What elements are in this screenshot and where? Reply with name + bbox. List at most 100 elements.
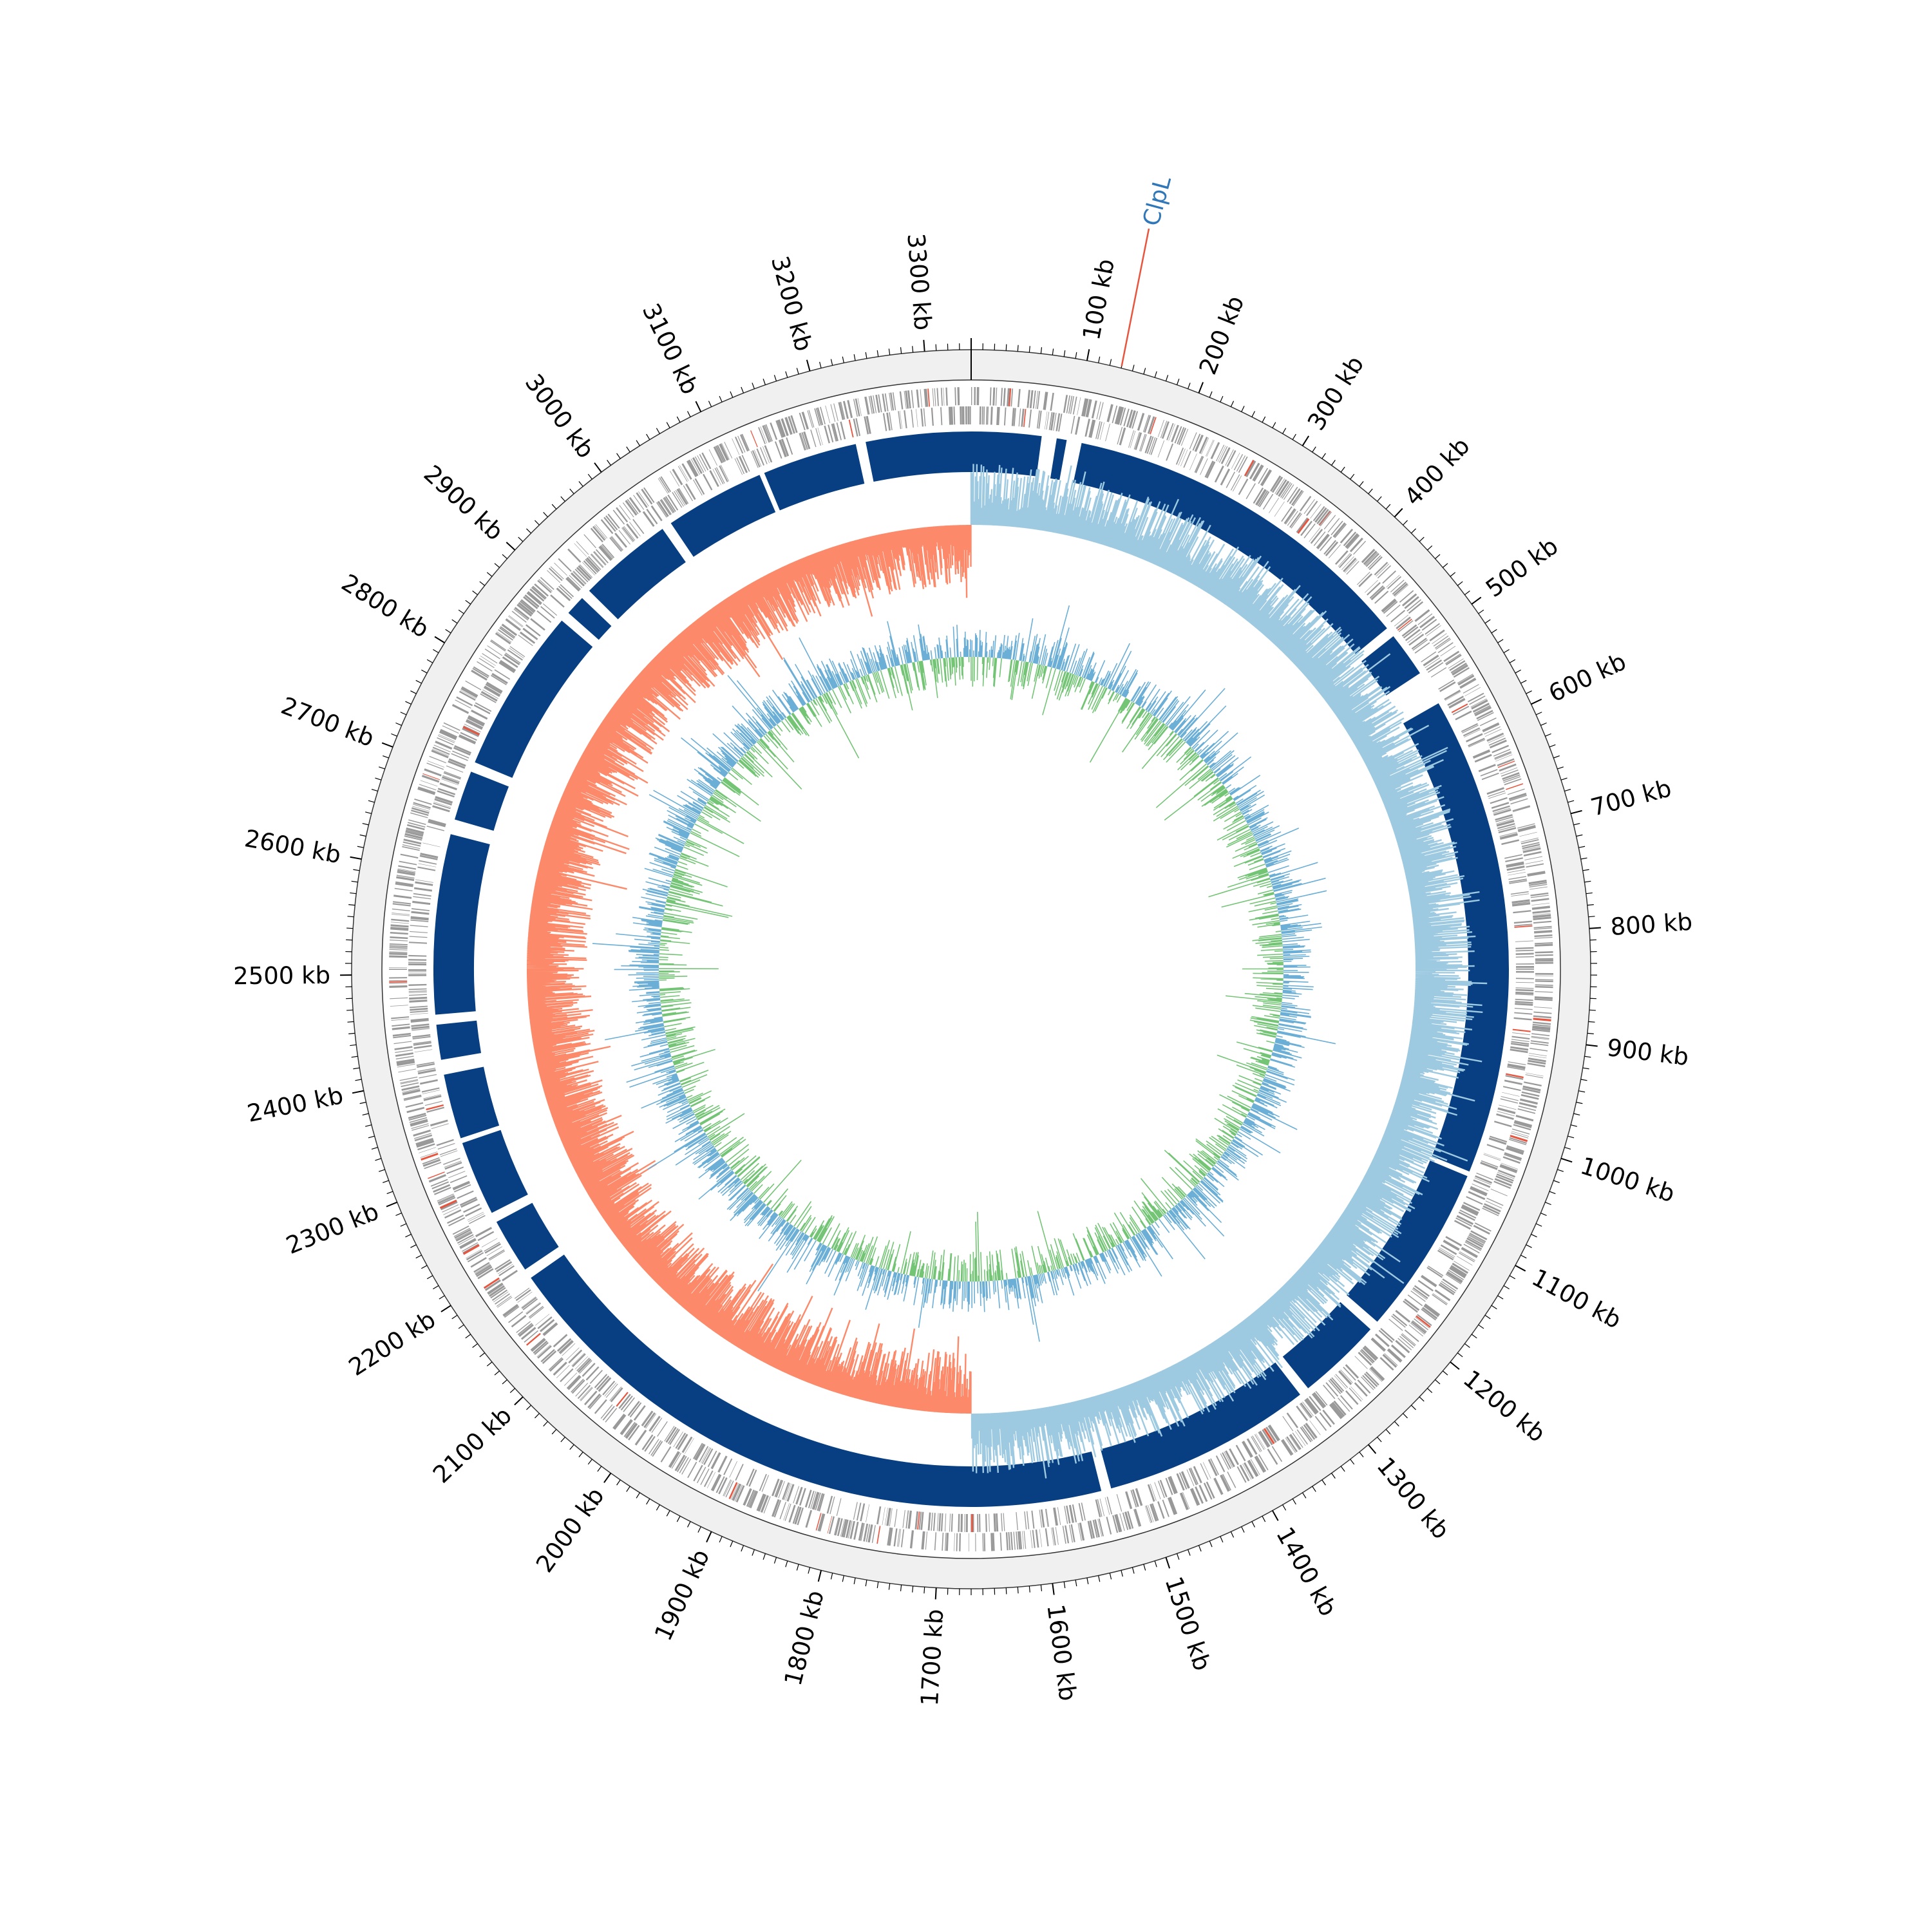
minor-tick [785,1560,788,1567]
minor-tick [719,1536,723,1543]
major-tick [806,359,811,372]
minor-tick [355,1079,362,1081]
major-tick [603,1472,612,1483]
minor-tick [697,1526,701,1533]
minor-tick [616,453,621,459]
collinear-block [475,620,593,778]
minor-tick [865,352,867,359]
minor-tick [371,789,378,792]
minor-tick [1435,554,1441,560]
minor-tick [687,411,691,417]
minor-tick [1086,1577,1089,1584]
minor-tick [405,701,412,705]
minor-tick [569,1444,574,1450]
minor-tick [486,572,493,577]
minor-tick [543,1421,548,1426]
minor-tick [1531,1234,1537,1238]
minor-tick [656,428,660,434]
minor-tick [1588,1021,1595,1023]
tick-label: 2900 kb [419,460,509,546]
minor-tick [395,722,402,726]
tick-label: 1200 kb [1458,1365,1551,1448]
minor-tick [1230,1531,1235,1538]
collinear-block [1361,636,1420,696]
minor-tick [405,1234,412,1238]
minor-tick [383,1180,389,1184]
minor-tick [842,1575,844,1582]
minor-tick [785,371,788,378]
minor-tick [509,1388,515,1394]
minor-tick [1403,1413,1408,1419]
minor-tick [362,822,369,826]
minor-tick [1028,346,1030,353]
minor-tick [1578,846,1586,848]
minor-tick [1282,1504,1287,1511]
minor-tick [646,1499,650,1505]
collinear-block [866,431,971,482]
minor-tick [391,733,397,737]
minor-tick [1075,352,1077,359]
minor-tick [1578,1090,1586,1093]
minor-tick [1377,496,1382,502]
collinear-block [462,1130,528,1213]
minor-tick [1188,383,1191,390]
minor-tick [1411,1405,1416,1410]
tick-label: 2400 kb [245,1081,345,1128]
collinear-block [1282,1302,1371,1388]
minor-tick [1464,1343,1470,1348]
minor-tick [1497,1295,1504,1300]
major-tick [594,462,602,473]
tick-label: 800 kb [1609,908,1693,941]
tick-label: 1600 kb [1041,1603,1081,1703]
minor-tick [1553,755,1560,759]
minor-tick [1165,375,1169,381]
minor-tick [410,690,417,694]
minor-tick [1005,344,1007,351]
minor-tick [1576,834,1583,837]
minor-tick [535,520,540,526]
minor-tick [1052,348,1054,355]
minor-tick [502,1379,507,1385]
minor-tick [347,1021,354,1023]
minor-tick [1584,880,1591,883]
major-tick [1450,1361,1460,1370]
major-tick [695,401,702,412]
major-tick [923,339,925,352]
tick-label: 1100 kb [1528,1264,1626,1334]
minor-tick [1549,744,1556,748]
minor-tick [1143,368,1146,375]
minor-tick [1251,411,1255,417]
minor-tick [719,395,723,402]
collinear-block-track [433,431,1509,1507]
major-tick [506,542,516,551]
tick-label: 2200 kb [344,1305,440,1381]
minor-tick [1385,504,1391,509]
minor-tick [1587,1032,1594,1034]
minor-tick [1509,659,1516,663]
minor-tick [1098,356,1101,363]
minor-tick [439,1295,445,1300]
major-tick [514,1396,524,1406]
minor-tick [1350,473,1355,480]
minor-tick [1241,406,1245,412]
minor-tick [433,649,439,654]
minor-tick [796,368,799,375]
minor-tick [1282,428,1287,434]
major-tick [706,1531,712,1543]
minor-tick [1209,391,1213,398]
minor-tick [1331,460,1336,466]
collinear-block [436,1020,482,1060]
minor-tick [357,846,364,848]
minor-tick [666,422,670,428]
minor-tick [1520,1255,1527,1259]
minor-tick [1570,1124,1577,1127]
gene-annotation: ClpL [1121,173,1177,366]
minor-tick [543,512,548,518]
minor-tick [1435,1379,1441,1385]
minor-tick [1063,350,1066,357]
minor-tick [1503,649,1510,654]
minor-tick [752,1549,755,1556]
minor-tick [762,378,766,385]
minor-tick [1557,766,1564,770]
minor-tick [730,1540,734,1548]
